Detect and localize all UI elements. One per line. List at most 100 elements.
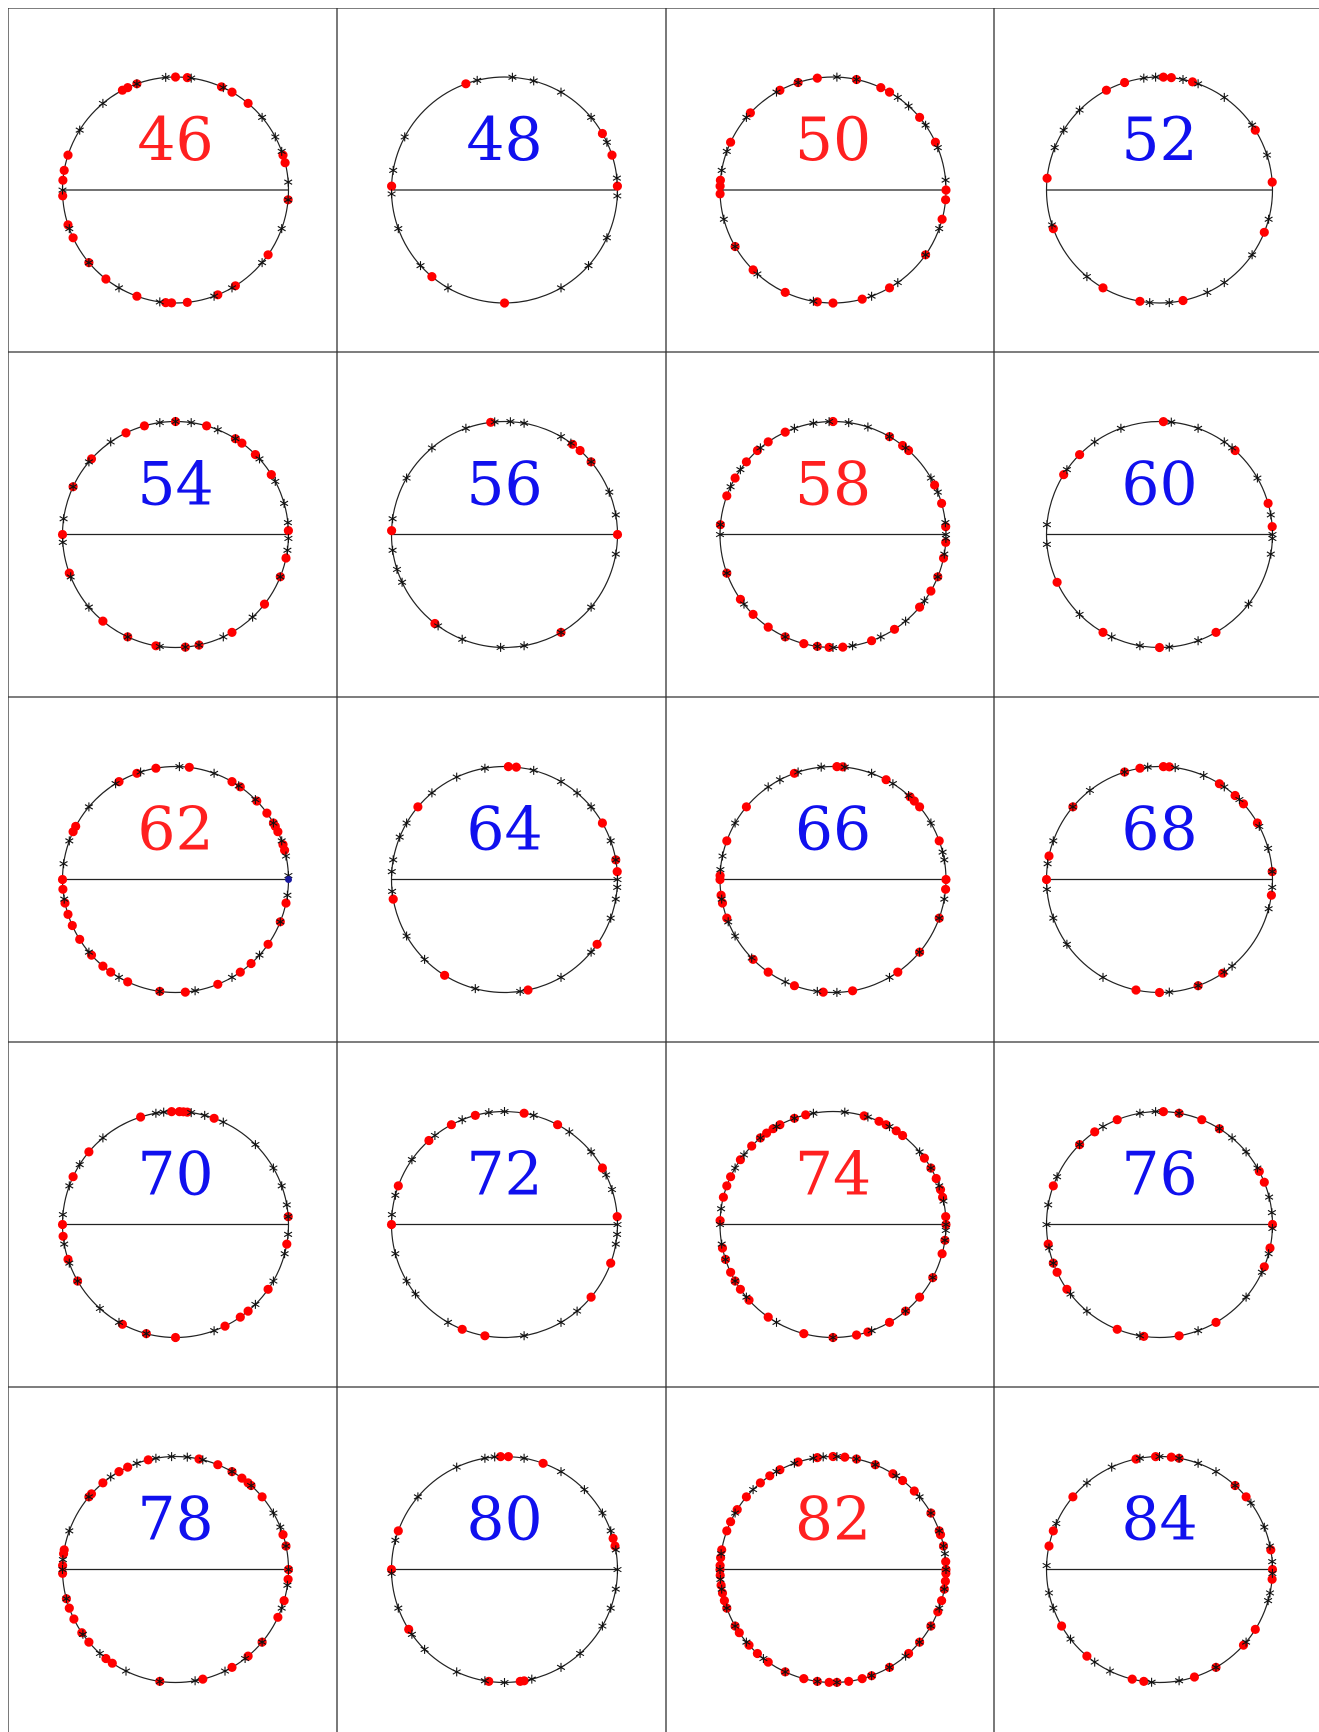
star-marker <box>1246 1498 1256 1508</box>
circle-plot: 56 <box>387 417 623 652</box>
red-dot <box>151 641 161 651</box>
star-marker <box>1085 786 1095 795</box>
star-marker <box>1042 539 1052 549</box>
circle-plot: 68 <box>1041 762 1277 998</box>
star-marker <box>742 112 751 122</box>
star-marker <box>65 1258 74 1268</box>
red-dot <box>237 438 247 448</box>
red-dot <box>1197 1115 1207 1125</box>
star-marker <box>187 418 196 428</box>
star-marker <box>1220 967 1229 977</box>
star-marker <box>155 641 164 651</box>
circle-plot: 50 <box>715 72 951 308</box>
star-marker <box>888 779 898 789</box>
star-marker <box>1155 1452 1164 1461</box>
panel-label: 82 <box>795 1485 871 1555</box>
red-dot <box>937 1596 947 1606</box>
red-dot <box>730 473 740 483</box>
star-marker <box>809 418 818 428</box>
star-marker <box>1042 1561 1051 1571</box>
panel-label: 60 <box>1121 450 1197 520</box>
circle-plot: 62 <box>57 762 293 997</box>
star-marker <box>613 191 622 201</box>
red-dot <box>68 827 78 837</box>
red-dot <box>1158 1107 1168 1117</box>
star-marker <box>556 627 566 637</box>
panel-label: 54 <box>137 450 213 520</box>
red-dot <box>499 298 510 308</box>
star-marker <box>598 1508 607 1518</box>
star-marker <box>938 847 947 857</box>
star-marker <box>739 599 749 609</box>
star-marker <box>392 564 402 574</box>
star-marker <box>1264 1192 1274 1202</box>
red-dot <box>1082 1651 1092 1661</box>
star-marker <box>284 1212 293 1222</box>
star-marker <box>893 278 902 288</box>
red-dot <box>259 599 270 609</box>
star-marker <box>257 258 267 268</box>
star-marker <box>915 1492 924 1502</box>
star-marker <box>59 514 68 524</box>
red-dot <box>427 272 437 282</box>
star-marker <box>941 518 950 528</box>
star-marker <box>66 572 75 582</box>
red-dot <box>726 1172 736 1182</box>
star-marker <box>269 1276 278 1286</box>
red-dot <box>283 1574 293 1584</box>
star-marker <box>516 986 525 996</box>
panel-label: 56 <box>466 450 542 520</box>
red-dot <box>799 1674 809 1684</box>
star-marker <box>781 1667 790 1677</box>
star-marker <box>606 1603 615 1613</box>
star-marker <box>187 73 196 83</box>
red-dot <box>1174 1331 1184 1341</box>
star-marker <box>151 1453 161 1463</box>
red-dot <box>1259 1262 1269 1272</box>
star-marker <box>255 454 264 464</box>
star-marker <box>473 75 482 85</box>
star-marker <box>111 779 120 789</box>
star-marker <box>155 297 164 307</box>
red-dot <box>243 1306 253 1316</box>
red-dot <box>57 1219 68 1230</box>
red-dot <box>182 73 192 83</box>
star-marker <box>402 473 411 483</box>
star-marker <box>251 795 260 805</box>
star-marker <box>1220 782 1229 792</box>
star-marker <box>1165 987 1174 997</box>
red-dot <box>139 421 149 431</box>
panel-label: 76 <box>1121 1140 1197 1210</box>
red-dot <box>612 181 622 191</box>
red-dot <box>101 274 111 284</box>
red-dot <box>884 1317 895 1327</box>
red-dot <box>1075 450 1085 460</box>
star-marker <box>1263 843 1273 853</box>
red-dot <box>789 981 799 991</box>
red-dot <box>844 1676 854 1686</box>
star-marker <box>484 1108 493 1118</box>
star-marker <box>151 1108 161 1118</box>
star-marker <box>1139 73 1148 83</box>
circle-plot: 54 <box>57 416 293 652</box>
star-marker <box>840 1107 849 1117</box>
star-marker <box>458 634 467 644</box>
red-dot <box>893 967 903 977</box>
star-marker <box>933 487 942 497</box>
red-dot <box>484 1676 494 1686</box>
red-dot <box>930 480 940 490</box>
red-dot <box>1158 72 1168 82</box>
red-dot <box>884 283 895 293</box>
star-marker <box>227 972 237 982</box>
star-marker <box>824 417 834 427</box>
star-marker <box>1264 904 1273 914</box>
star-marker <box>716 1204 726 1214</box>
red-dot <box>538 1458 548 1468</box>
star-marker <box>852 1454 861 1464</box>
star-marker <box>606 1526 615 1536</box>
star-marker <box>1050 143 1059 153</box>
red-dot <box>246 958 256 969</box>
star-marker <box>759 1654 768 1663</box>
red-dot <box>1211 1317 1221 1327</box>
red-dot <box>519 1108 529 1118</box>
